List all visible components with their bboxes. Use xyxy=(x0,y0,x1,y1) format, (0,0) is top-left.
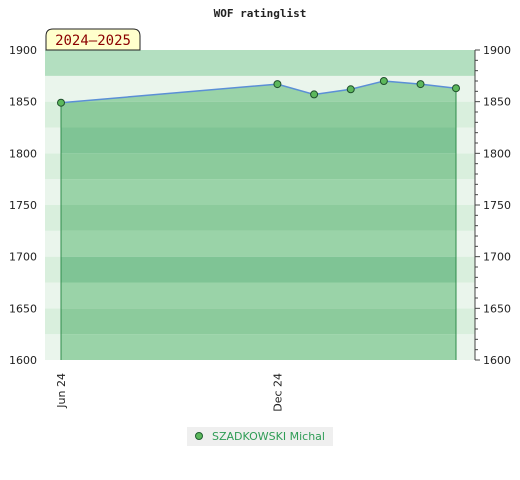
area-band xyxy=(61,205,456,231)
area-band xyxy=(61,101,456,128)
area-band xyxy=(61,153,456,180)
data-point[interactable] xyxy=(310,90,319,99)
y-tick-label-left: 1850 xyxy=(9,96,37,109)
data-point[interactable] xyxy=(346,85,355,94)
y-tick-label-left: 1900 xyxy=(9,44,37,57)
legend-label: SZADKOWSKI Michal xyxy=(212,430,325,443)
area-band xyxy=(61,334,456,360)
background-band-top xyxy=(45,50,475,76)
data-points xyxy=(57,77,460,107)
season-label: 2024–2025 xyxy=(55,33,131,49)
data-point[interactable] xyxy=(273,80,282,89)
legend[interactable]: SZADKOWSKI Michal xyxy=(187,427,333,446)
area-band xyxy=(61,179,456,205)
y-tick-label-right: 1850 xyxy=(483,96,511,109)
y-tick-label-right: 1650 xyxy=(483,302,511,315)
y-tick-label-right: 1700 xyxy=(483,251,511,264)
y-tick-label-right: 1800 xyxy=(483,147,511,160)
area-band xyxy=(61,127,456,154)
y-tick-label-left: 1700 xyxy=(9,251,37,264)
data-point[interactable] xyxy=(57,98,65,107)
data-point[interactable] xyxy=(379,77,388,85)
area-fill-bands xyxy=(61,81,456,360)
x-axis: Jun 24 Dec 24 xyxy=(55,373,284,412)
area-band xyxy=(61,256,456,283)
y-tick-label-right: 1600 xyxy=(483,354,511,367)
season-badge: 2024–2025 xyxy=(45,28,141,51)
x-tick-label: Dec 24 xyxy=(271,373,284,412)
legend-box xyxy=(187,427,333,446)
y-tick-label-left: 1800 xyxy=(9,147,37,160)
x-tick-label: Jun 24 xyxy=(55,373,68,409)
y-axis-right: 1600 1650 1700 1750 1800 1850 1900 xyxy=(474,44,511,367)
area-band xyxy=(61,230,456,257)
y-tick-label-left: 1600 xyxy=(9,354,37,367)
chart-title: WOF ratinglist xyxy=(214,7,307,20)
y-tick-label-right: 1750 xyxy=(483,199,511,212)
y-tick-label-left: 1750 xyxy=(9,199,37,212)
rating-area xyxy=(60,81,457,360)
y-tick-label-left: 1650 xyxy=(9,302,37,315)
y-tick-label-right: 1900 xyxy=(483,44,511,57)
area-band xyxy=(61,282,456,309)
area-band xyxy=(61,308,456,335)
legend-marker xyxy=(195,432,203,440)
y-axis-left: 1600 1650 1700 1750 1800 1850 1900 xyxy=(9,44,37,367)
data-point[interactable] xyxy=(416,80,425,89)
data-point[interactable] xyxy=(452,84,460,93)
